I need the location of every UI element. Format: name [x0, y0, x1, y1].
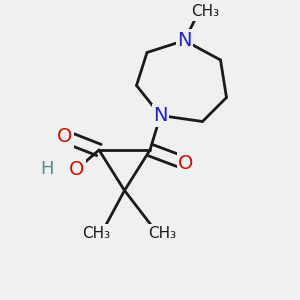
Text: CH₃: CH₃: [82, 226, 110, 241]
Text: N: N: [153, 106, 168, 125]
Text: N: N: [177, 31, 192, 50]
Text: O: O: [57, 127, 72, 146]
Text: CH₃: CH₃: [148, 226, 176, 241]
Text: O: O: [69, 160, 84, 179]
Text: H: H: [40, 160, 53, 178]
Text: CH₃: CH₃: [191, 4, 220, 20]
Text: O: O: [178, 154, 194, 173]
